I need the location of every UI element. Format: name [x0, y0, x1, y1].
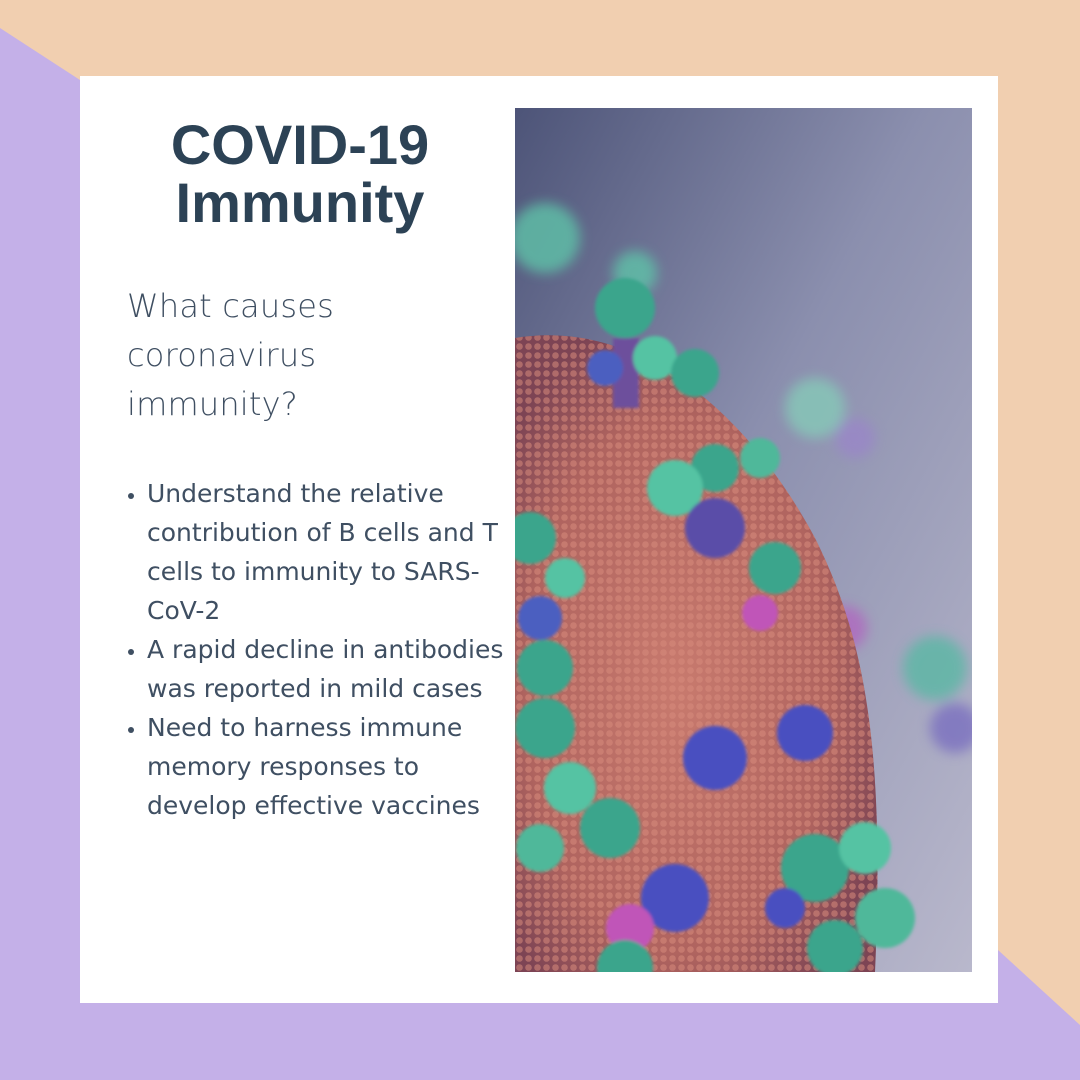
bullet-item: Need to harness immune memory responses …: [147, 708, 507, 825]
bullet-list: Understand the relative contribution of …: [122, 474, 507, 825]
bullet-item: A rapid decline in antibodies was report…: [147, 630, 507, 708]
title-line-1: COVID-19: [170, 113, 430, 176]
content-card: COVID-19 Immunity What causes coronaviru…: [80, 76, 998, 1003]
question-heading: What causes coronavirus immunity?: [127, 287, 334, 423]
page-title: COVID-19 Immunity: [160, 116, 440, 232]
title-line-2: Immunity: [175, 171, 425, 234]
bullet-item: Understand the relative contribution of …: [147, 474, 507, 630]
virus-image: [515, 108, 972, 972]
